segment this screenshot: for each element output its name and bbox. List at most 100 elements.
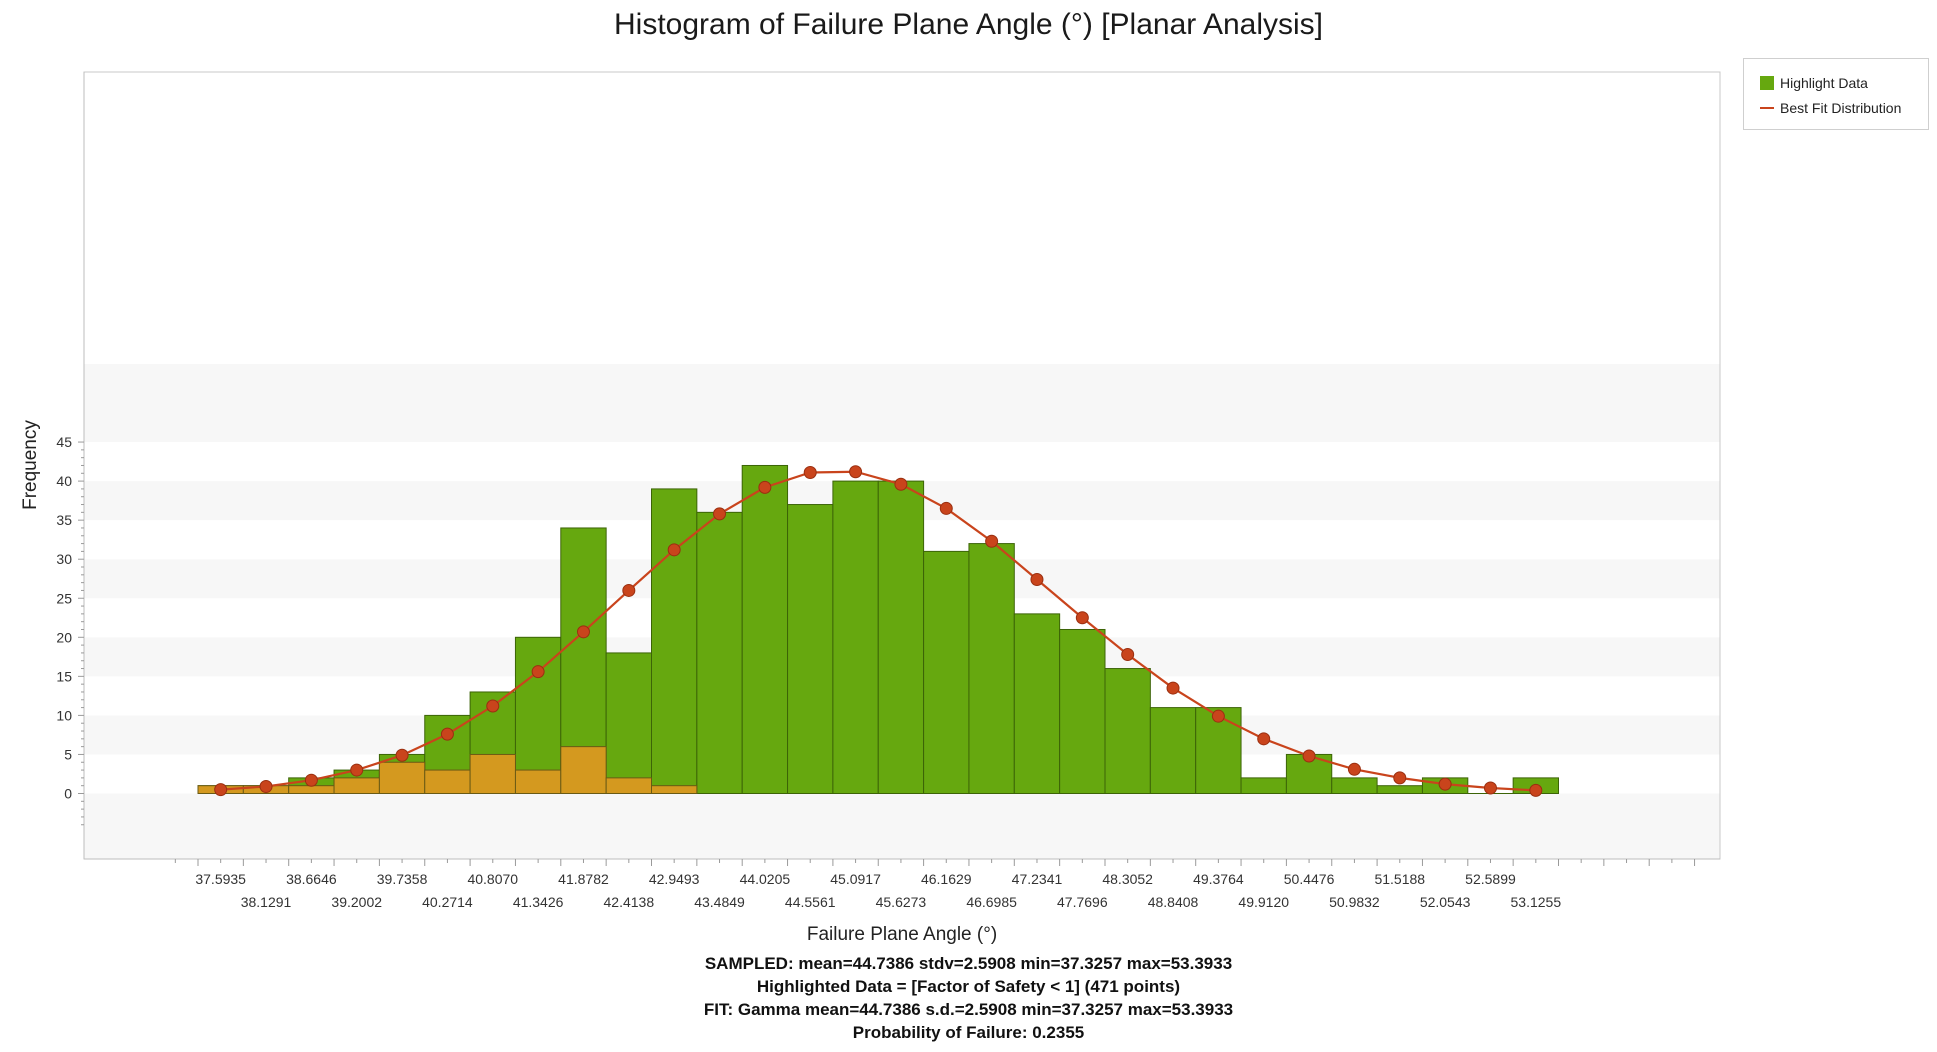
grid-band (84, 793, 1720, 859)
fit-point (350, 763, 364, 777)
y-tick-label: 40 (56, 473, 72, 489)
fit-point (1211, 709, 1225, 723)
y-tick-label: 15 (56, 668, 72, 684)
y-tick-label: 45 (56, 434, 72, 450)
fit-point (758, 480, 772, 494)
fit-point (1393, 771, 1407, 785)
fit-point (531, 665, 545, 679)
bar-highlight (787, 504, 834, 794)
x-tick-label: 47.2341 (1012, 871, 1063, 887)
bars-highlight (197, 464, 1560, 795)
fit-point (622, 583, 636, 597)
x-tick-label: 42.4138 (604, 894, 655, 910)
y-tick-label: 30 (56, 551, 72, 567)
x-axis-title: Failure Plane Angle (°) (807, 924, 997, 945)
bar-highlight (923, 550, 970, 795)
bar-highlight (968, 543, 1015, 795)
x-tick-label: 45.0917 (830, 871, 881, 887)
x-tick-label: 52.5899 (1465, 871, 1516, 887)
bar-highlight (514, 636, 562, 794)
x-tick-label: 38.6646 (286, 871, 337, 887)
bar-failure (378, 761, 426, 795)
x-tick-label: 44.5561 (785, 894, 836, 910)
y-tick-label: 5 (64, 746, 72, 762)
fit-point (1438, 777, 1452, 791)
bar-failure (288, 785, 335, 795)
bar-highlight (741, 464, 789, 794)
y-tick-label: 25 (56, 590, 72, 606)
x-tick-label: 52.0543 (1420, 894, 1471, 910)
x-axis: 37.5935 38.1291 38.6646 39.2002 39.7358 40.27… (84, 858, 1720, 910)
fit-point (1347, 762, 1361, 776)
legend-label-fit: Best Fit Distribution (1780, 100, 1902, 116)
y-tick-label: 20 (56, 629, 72, 645)
fit-point (1529, 783, 1543, 797)
fit-point (440, 727, 454, 741)
y-axis-title: Frequency (20, 420, 41, 510)
x-tick-label: 44.0205 (740, 871, 791, 887)
x-tick-label: 48.3052 (1102, 871, 1153, 887)
legend-label-highlight: Highlight Data (1780, 75, 1868, 91)
y-axis: 0 5 10 15 20 25 30 35 40 45 (56, 72, 85, 859)
x-tick-label: 40.2714 (422, 894, 473, 910)
y-tick-label: 35 (56, 512, 72, 528)
bar-highlight (832, 480, 879, 794)
fit-point (1302, 749, 1316, 763)
x-tick-label: 38.1291 (241, 894, 292, 910)
grid-band (84, 442, 1720, 482)
chart-title: Histogram of Failure Plane Angle (°) [Pl… (614, 8, 1323, 41)
legend: Highlight Data Best Fit Distribution (1743, 58, 1929, 130)
fit-point (395, 748, 409, 762)
bar-highlight (1376, 785, 1423, 795)
fit-point (985, 534, 999, 548)
bar-highlight (877, 480, 925, 794)
x-tick-label: 42.9493 (649, 871, 700, 887)
bar-highlight (1149, 707, 1197, 795)
x-tick-label: 47.7696 (1057, 894, 1108, 910)
x-tick-label: 51.5188 (1374, 871, 1425, 887)
bar-highlight (1331, 777, 1378, 795)
x-tick-label: 53.1255 (1511, 894, 1562, 910)
bar-highlight (1240, 777, 1287, 795)
grid-band (84, 363, 1720, 443)
x-tick-label: 41.8782 (558, 871, 609, 887)
x-tick-label: 39.7358 (377, 871, 428, 887)
x-tick-label: 43.4849 (694, 894, 745, 910)
fit-point (259, 779, 273, 793)
x-tick-label: 50.4476 (1284, 871, 1335, 887)
x-tick-label: 40.8070 (467, 871, 518, 887)
fit-point (486, 699, 500, 713)
bar-failure (514, 769, 562, 795)
fit-point (576, 625, 590, 639)
x-tick-label: 48.8408 (1148, 894, 1199, 910)
x-tick-label: 49.3764 (1193, 871, 1244, 887)
y-tick-label: 0 (64, 786, 72, 802)
fit-point (1483, 781, 1497, 795)
bar-highlight (1104, 668, 1151, 794)
stats-fit: FIT: Gamma mean=44.7386 s.d.=2.5908 min=… (703, 1000, 1234, 1019)
fit-point (1121, 647, 1135, 661)
x-tick-label: 37.5935 (195, 871, 246, 887)
legend-item-highlight: Highlight Data (1760, 75, 1868, 91)
bars-failure (197, 746, 698, 795)
fit-point (1257, 732, 1271, 746)
bar-highlight (651, 488, 698, 794)
fit-point (849, 465, 863, 479)
fit-point (894, 477, 908, 491)
stats-highlighted: Highlighted Data = [Factor of Safety < 1… (756, 977, 1181, 996)
stats-probability: Probability of Failure: 0.2355 (852, 1023, 1085, 1042)
fit-point (713, 507, 727, 521)
fit-point (803, 466, 817, 480)
bar-failure (469, 753, 516, 795)
bar-highlight (696, 511, 743, 795)
fit-line (220, 470, 1536, 792)
fit-point (667, 543, 681, 557)
y-tick-label: 10 (56, 707, 72, 723)
legend-item-fit: Best Fit Distribution (1760, 100, 1901, 116)
stats-block: SAMPLED: mean=44.7386 stdv=2.5908 min=37… (0, 952, 1937, 1044)
fit-point (1030, 573, 1044, 587)
bar-highlight (1059, 628, 1106, 794)
fit-point (1166, 681, 1180, 695)
fit-point (939, 501, 953, 515)
